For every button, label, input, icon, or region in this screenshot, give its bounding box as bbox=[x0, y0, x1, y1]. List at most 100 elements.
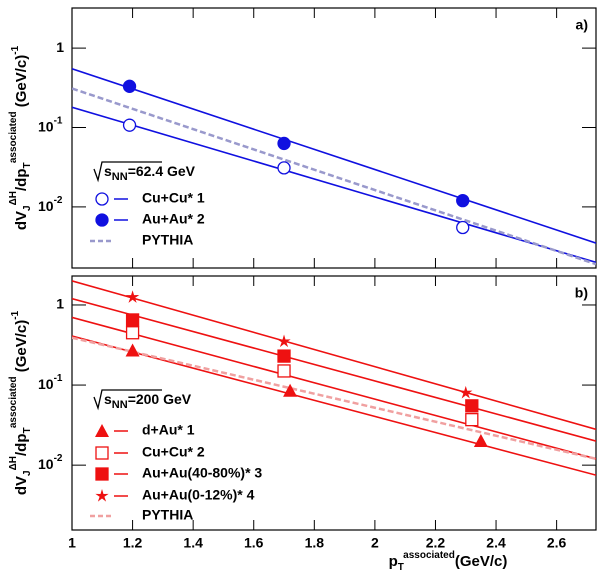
data-point bbox=[125, 326, 140, 340]
y-tick-exponent: -1 bbox=[54, 373, 63, 384]
data-point bbox=[283, 383, 298, 397]
data-point bbox=[122, 79, 137, 93]
energy-rest: =200 GeV bbox=[128, 391, 192, 407]
energy-rest: =62.4 GeV bbox=[128, 163, 196, 179]
y-axis-label: dVJΔΗ/dpTassociated (GeV/c)-1 bbox=[8, 310, 33, 495]
data-point bbox=[459, 385, 473, 399]
x-tick-label: 1.4 bbox=[183, 535, 203, 551]
legend-label: Au+Au* 2 bbox=[142, 211, 205, 227]
data-point bbox=[125, 290, 140, 303]
x-tick-label: 2.2 bbox=[426, 535, 446, 551]
x-tick-label: 2 bbox=[371, 535, 379, 551]
y-tick-exponent: -2 bbox=[54, 453, 63, 464]
energy-sub: NN bbox=[112, 171, 128, 183]
y-axis-label-part: -1 bbox=[10, 310, 21, 319]
x-tick-label: 1.8 bbox=[305, 535, 325, 551]
legend-label: Au+Au(0-12%)* 4 bbox=[142, 487, 255, 503]
plot-area bbox=[72, 67, 596, 266]
legend-label: PYTHIA bbox=[142, 507, 193, 523]
y-axis-label-part: ΔΗ bbox=[8, 191, 19, 205]
y-axis-label-part: ΔΗ bbox=[8, 456, 19, 470]
x-tick-label: 1.6 bbox=[244, 535, 264, 551]
x-axis-label-part: associated bbox=[403, 550, 455, 561]
plot-frame bbox=[71, 275, 597, 531]
y-tick-exponent: -2 bbox=[54, 195, 63, 206]
plot-frame bbox=[71, 7, 597, 269]
x-axis-label-part: T bbox=[398, 562, 404, 573]
plot-area bbox=[72, 280, 596, 476]
y-tick-base: 10 bbox=[38, 198, 54, 214]
model-curve bbox=[72, 87, 596, 266]
legend-label: Cu+Cu* 2 bbox=[142, 444, 205, 460]
legend-marker bbox=[95, 489, 109, 502]
energy-s: s bbox=[104, 163, 112, 179]
data-point bbox=[125, 343, 140, 357]
y-tick-label: 1 bbox=[56, 296, 64, 312]
y-axis-label-part: J bbox=[22, 470, 33, 476]
y-tick-base: 10 bbox=[38, 118, 54, 134]
legend-marker bbox=[95, 213, 109, 227]
data-point bbox=[277, 349, 291, 363]
sqrt-sign bbox=[93, 161, 162, 183]
panel-label: b) bbox=[575, 285, 588, 301]
data-point bbox=[277, 334, 291, 348]
legend-label: Au+Au(40-80%)* 3 bbox=[142, 465, 262, 481]
y-axis-label-part: /dp bbox=[13, 169, 30, 192]
fit-line bbox=[72, 67, 596, 244]
x-tick-label: 2.4 bbox=[486, 535, 506, 551]
energy-label: sNN=200 GeV bbox=[104, 391, 192, 411]
y-axis-label-part: associated bbox=[8, 111, 19, 163]
legend-label: d+Au* 1 bbox=[142, 422, 195, 438]
data-point bbox=[465, 399, 479, 413]
data-point bbox=[456, 193, 470, 208]
fit-line bbox=[72, 316, 596, 460]
y-axis-label-part: T bbox=[22, 163, 33, 169]
data-point bbox=[277, 161, 291, 175]
data-point bbox=[456, 220, 470, 235]
y-axis-label-part: dV bbox=[13, 476, 30, 495]
data-point bbox=[125, 313, 140, 327]
y-axis-label-part: /dp bbox=[13, 434, 30, 457]
fit-line bbox=[72, 280, 596, 431]
panel-label: a) bbox=[576, 17, 588, 33]
x-axis-label-part: p bbox=[389, 553, 398, 570]
fit-line bbox=[72, 335, 596, 476]
x-axis-label: pTassociated(GeV/c) bbox=[389, 550, 508, 573]
energy-sub: NN bbox=[112, 399, 128, 411]
x-tick-label: 2.6 bbox=[547, 535, 567, 551]
y-tick-base: 10 bbox=[38, 456, 54, 472]
data-point bbox=[465, 412, 479, 427]
y-axis-label-part: (GeV/c) bbox=[13, 320, 30, 377]
legend-marker bbox=[95, 446, 109, 460]
x-tick-label: 1.2 bbox=[123, 535, 143, 551]
legend-label: Cu+Cu* 1 bbox=[142, 190, 205, 206]
legend-marker bbox=[95, 424, 109, 437]
y-axis-label: dVJΔΗ/dpTassociated (GeV/c)-1 bbox=[8, 45, 33, 230]
sqrt-sign bbox=[93, 389, 162, 411]
data-point bbox=[122, 118, 137, 132]
y-tick-label: 1 bbox=[56, 39, 64, 55]
x-tick-label: 1 bbox=[68, 535, 76, 551]
y-tick-label: 10-2 bbox=[38, 195, 63, 214]
y-axis-label-part: dV bbox=[13, 211, 30, 230]
legend-label: PYTHIA bbox=[142, 232, 193, 248]
data-point bbox=[277, 364, 291, 378]
y-axis-label-part: T bbox=[22, 428, 33, 434]
x-axis-label-part: (GeV/c) bbox=[455, 553, 508, 570]
data-point bbox=[277, 136, 291, 151]
legend-marker bbox=[95, 467, 109, 481]
y-tick-exponent: -1 bbox=[54, 115, 63, 126]
energy-label: sNN=62.4 GeV bbox=[104, 163, 196, 183]
fit-line bbox=[72, 106, 596, 264]
energy-s: s bbox=[104, 391, 112, 407]
y-axis-label-part: -1 bbox=[10, 45, 21, 54]
y-tick-label: 10-2 bbox=[38, 453, 63, 472]
fit-line bbox=[72, 297, 596, 442]
y-axis-label-part: J bbox=[22, 205, 33, 211]
y-axis-label-part: (GeV/c) bbox=[13, 55, 30, 112]
legend-marker bbox=[95, 192, 109, 206]
y-tick-label: 10-1 bbox=[38, 373, 63, 392]
data-point bbox=[473, 434, 488, 448]
y-tick-base: 10 bbox=[38, 376, 54, 392]
